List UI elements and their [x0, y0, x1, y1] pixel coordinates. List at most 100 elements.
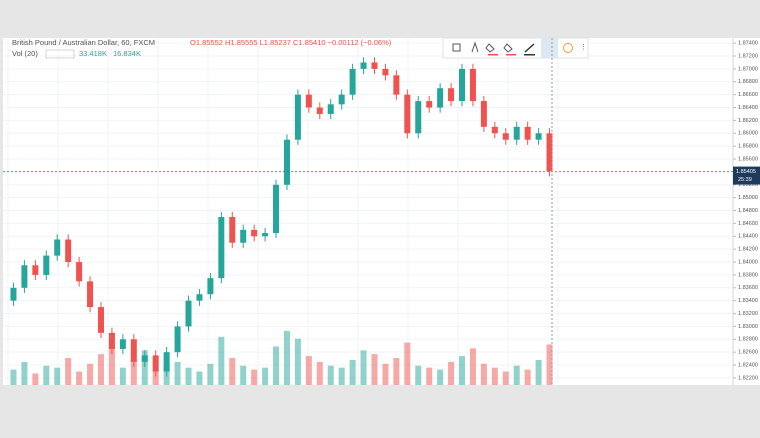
- volume-bar: [502, 371, 509, 385]
- legend-buttons[interactable]: [45, 49, 75, 59]
- candle-body: [10, 287, 17, 301]
- volume-bar: [273, 346, 280, 385]
- candle-body: [218, 216, 225, 279]
- volume-bar: [294, 338, 301, 385]
- y-tick-label: 1.87000: [738, 66, 758, 72]
- line-tool[interactable]: [524, 43, 535, 53]
- candle-body: [382, 68, 389, 76]
- volume-bar: [316, 361, 323, 385]
- more-icon[interactable]: ⋮: [580, 44, 587, 51]
- volume-bar: [229, 358, 236, 385]
- y-tick-label: 1.82200: [738, 375, 758, 381]
- volume-bar: [513, 365, 520, 385]
- candle-body: [469, 68, 476, 102]
- y-tick-label: 1.86000: [738, 131, 758, 137]
- candle-body: [491, 126, 498, 134]
- volume-bar: [76, 371, 83, 385]
- candle-body: [448, 88, 455, 102]
- y-tick-label: 1.85000: [738, 195, 758, 201]
- selected-cell: [541, 38, 558, 58]
- candle-body: [502, 133, 509, 140]
- volume-bar: [491, 367, 498, 385]
- price-axis: 1.82200 1.82400 1.82600 1.82800 1.83000 1.832…: [733, 41, 758, 381]
- volume-bar: [338, 367, 345, 385]
- volume-bar: [119, 367, 126, 385]
- y-tick-label: 1.86800: [738, 79, 758, 85]
- candle-body: [513, 126, 520, 140]
- volume-bar: [10, 369, 17, 385]
- candle-body: [108, 332, 115, 349]
- candle-body: [251, 229, 258, 237]
- chart-panel: [3, 38, 760, 385]
- volume-bar: [349, 359, 356, 385]
- y-tick-label: 1.87400: [738, 41, 758, 47]
- border-tool[interactable]: [503, 43, 513, 53]
- candle-body: [349, 68, 356, 95]
- last-price-label: 1.85405: [736, 169, 756, 175]
- y-tick-label: 1.86400: [738, 105, 758, 111]
- volume-bar: [32, 373, 39, 385]
- volume-bar: [404, 342, 411, 385]
- volume-bar: [97, 354, 104, 385]
- volume-legend: Vol (20): [12, 49, 38, 58]
- y-tick-label: 1.85600: [738, 156, 758, 162]
- volume-bar: [305, 356, 312, 385]
- y-tick-label: 1.84200: [738, 247, 758, 253]
- candle-body: [185, 300, 192, 327]
- candle-body: [393, 75, 400, 95]
- volume-bar: [174, 361, 181, 385]
- drawing-toolbar: ⋮: [442, 37, 589, 59]
- volume-bar: [207, 363, 214, 385]
- candle-body: [97, 307, 104, 333]
- volume-bar: [535, 359, 542, 385]
- volume-bar: [218, 336, 225, 385]
- volume-bar: [130, 359, 137, 385]
- y-tick-label: 1.86200: [738, 118, 758, 124]
- candle-body: [240, 229, 247, 243]
- volume-bar: [262, 367, 269, 385]
- volume-bar: [43, 365, 50, 385]
- volume-bar: [185, 367, 192, 385]
- text-tool[interactable]: [471, 41, 479, 53]
- y-tick-label: 1.83000: [738, 324, 758, 330]
- volume-bar: [459, 356, 466, 385]
- candle-body: [459, 68, 466, 102]
- volume-bar: [524, 369, 531, 385]
- volume-bar: [448, 361, 455, 385]
- volume-bar: [108, 342, 115, 385]
- volume-bar: [480, 363, 487, 385]
- candle-body: [480, 101, 487, 127]
- volume-bar: [87, 363, 94, 385]
- candle-body: [437, 88, 444, 108]
- volume-bar: [196, 371, 203, 385]
- volume-bar: [371, 354, 378, 385]
- candle-body: [294, 94, 301, 140]
- y-tick-label: 1.83400: [738, 298, 758, 304]
- candle-body: [415, 101, 422, 134]
- candle-body: [360, 62, 367, 69]
- volume-bar: [393, 358, 400, 385]
- volume-bar: [21, 361, 28, 385]
- settings-icon[interactable]: [563, 43, 573, 53]
- shape-tool[interactable]: [452, 43, 461, 52]
- y-tick-label: 1.83200: [738, 311, 758, 317]
- volume-bar: [152, 369, 159, 385]
- y-tick-label: 1.82800: [738, 337, 758, 343]
- last-price-badge: [733, 166, 760, 185]
- candle-body: [546, 133, 553, 172]
- volume-bar: [65, 358, 72, 385]
- candle-body: [87, 281, 94, 308]
- volume-bar: [54, 367, 61, 385]
- candle-body: [43, 255, 50, 275]
- candle-body: [76, 262, 83, 282]
- fill-color: [488, 54, 498, 56]
- y-tick-label: 1.82400: [738, 362, 758, 368]
- candle-body: [229, 216, 236, 243]
- candle-body: [196, 294, 203, 301]
- countdown-label: 25:39: [738, 177, 752, 183]
- y-tick-label: 1.83600: [738, 285, 758, 291]
- volume-bar: [469, 348, 476, 385]
- volume-ma-value: 16.834K: [113, 49, 141, 58]
- fill-tool[interactable]: [485, 43, 495, 53]
